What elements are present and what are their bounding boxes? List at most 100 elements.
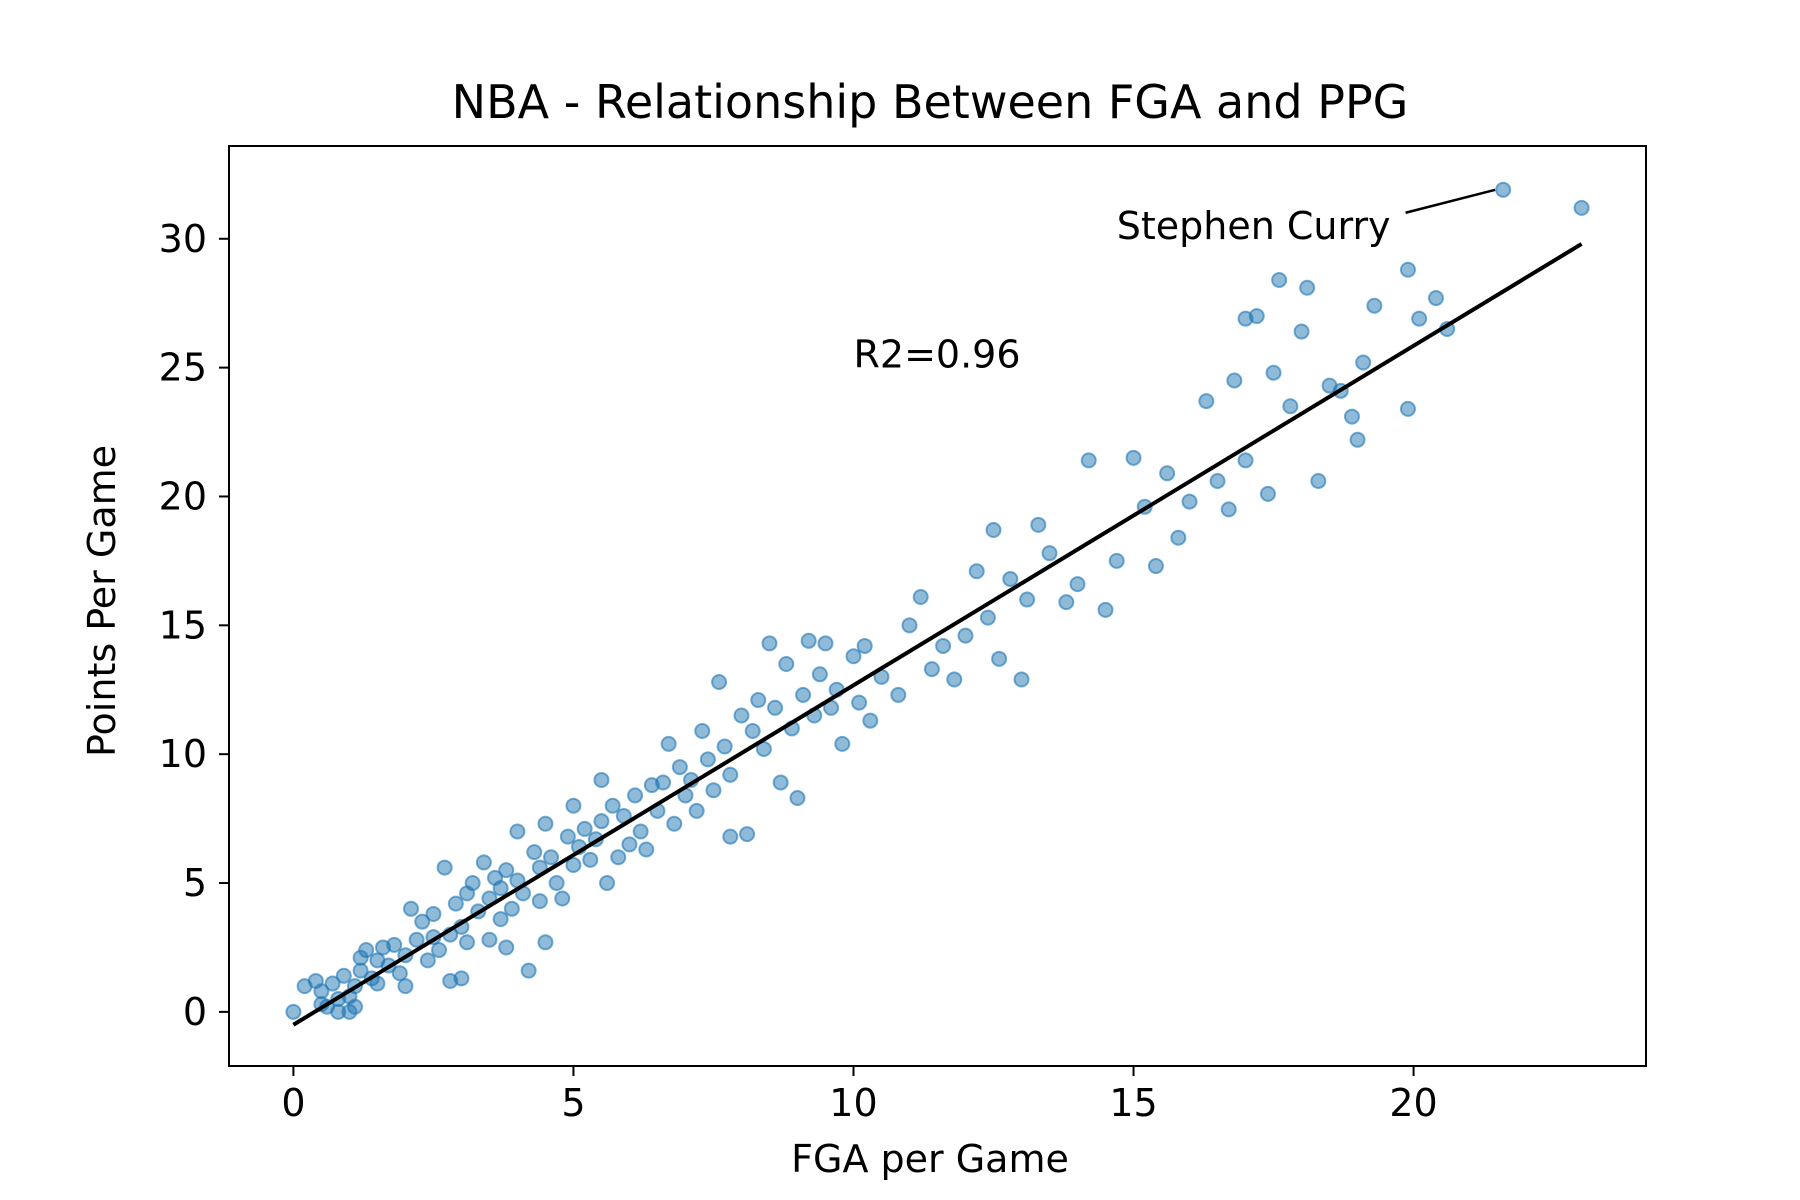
scatter-point (935, 637, 952, 654)
scatter-point (1237, 452, 1254, 469)
scatter-point (856, 637, 873, 654)
scatter-point (671, 759, 688, 776)
scatter-point (559, 828, 576, 845)
scatter-point (1209, 473, 1226, 490)
scatter-point (1248, 308, 1265, 325)
scatter-point (750, 692, 767, 709)
scatter-point (1198, 393, 1215, 410)
scatter-point (755, 741, 772, 758)
y-tick-label: 0 (183, 990, 207, 1034)
y-tick-label: 10 (159, 732, 207, 776)
scatter-point (1147, 558, 1164, 575)
scatter-point (985, 521, 1002, 538)
scatter-point (688, 802, 705, 819)
scatter-point (498, 939, 515, 956)
scatter-point (655, 774, 672, 791)
scatter-point (324, 975, 341, 992)
scatter-point (1573, 199, 1590, 216)
scatter-point (957, 627, 974, 644)
scatter-point (638, 841, 655, 858)
r2-annotation: R2=0.96 (853, 333, 1020, 377)
scatter-point (1030, 516, 1047, 533)
scatter-point (761, 635, 778, 652)
scatter-point (1265, 364, 1282, 381)
scatter-point (335, 967, 352, 984)
scatter-point (811, 666, 828, 683)
scatter-point (901, 617, 918, 634)
scatter-point (733, 707, 750, 724)
scatter-point (358, 942, 375, 959)
scatter-point (576, 820, 593, 837)
scatter-point (503, 900, 520, 917)
scatter-point (1002, 570, 1019, 587)
scatter-point (1355, 354, 1372, 371)
axes-frame (228, 145, 1647, 1067)
scatter-point (621, 836, 638, 853)
scatter-point (425, 905, 442, 922)
scatter-point (1170, 529, 1187, 546)
scatter-point (817, 635, 834, 652)
scatter-point (369, 975, 386, 992)
x-tick-label: 0 (281, 1081, 305, 1125)
scatter-point (845, 648, 862, 665)
scatter-point (711, 674, 728, 691)
scatter-point (386, 936, 403, 953)
scatter-point (722, 766, 739, 783)
scatter-point (593, 813, 610, 830)
scatter-point (722, 828, 739, 845)
scatter-point (1495, 181, 1512, 198)
scatter-point (1411, 310, 1428, 327)
scatter-point (526, 844, 543, 861)
scatter-point (431, 942, 448, 959)
scatter-point (543, 849, 560, 866)
scatter-point (778, 655, 795, 672)
scatter-point (627, 787, 644, 804)
scatter-point (705, 782, 722, 799)
scatter-point (1058, 594, 1075, 611)
y-tick-label: 30 (159, 217, 207, 261)
scatter-point (795, 686, 812, 703)
scatter-point (699, 751, 716, 768)
scatter-point (481, 931, 498, 948)
y-tick-label: 5 (183, 861, 207, 905)
scatter-point (1282, 398, 1299, 415)
chart-title: NBA - Relationship Between FGA and PPG (452, 75, 1409, 129)
scatter-point (767, 699, 784, 716)
scatter-point (419, 952, 436, 969)
scatter-point (946, 671, 963, 688)
scatter-point (1041, 545, 1058, 562)
scatter-point (531, 893, 548, 910)
scatter-point (447, 895, 464, 912)
x-tick-label: 10 (829, 1081, 877, 1125)
highlight-label: Stephen Curry (1117, 204, 1391, 248)
scatter-point (1399, 261, 1416, 278)
scatter-point (660, 735, 677, 752)
scatter-point (1220, 501, 1237, 518)
scatter-point (1108, 552, 1125, 569)
scatter-point (599, 875, 616, 892)
scatter-point (1399, 400, 1416, 417)
scatter-point (1181, 493, 1198, 510)
scatter-point (408, 931, 425, 948)
scatter-point (789, 789, 806, 806)
scatter-point (834, 735, 851, 752)
scatter-point (347, 998, 364, 1015)
scatter-point (1293, 323, 1310, 340)
scatter-point (1013, 671, 1030, 688)
scatter-point (739, 826, 756, 843)
scatter-point (593, 771, 610, 788)
scatter-point (459, 934, 476, 951)
scatter-point (414, 913, 431, 930)
scatter-point (744, 722, 761, 739)
scatter-point (800, 632, 817, 649)
scatter-point (582, 851, 599, 868)
scatter-point (604, 797, 621, 814)
scatter-point (772, 774, 789, 791)
y-tick-label: 20 (159, 474, 207, 518)
scatter-point (1366, 297, 1383, 314)
scatter-point (565, 856, 582, 873)
y-tick-label: 15 (159, 603, 207, 647)
scatter-point (548, 875, 565, 892)
